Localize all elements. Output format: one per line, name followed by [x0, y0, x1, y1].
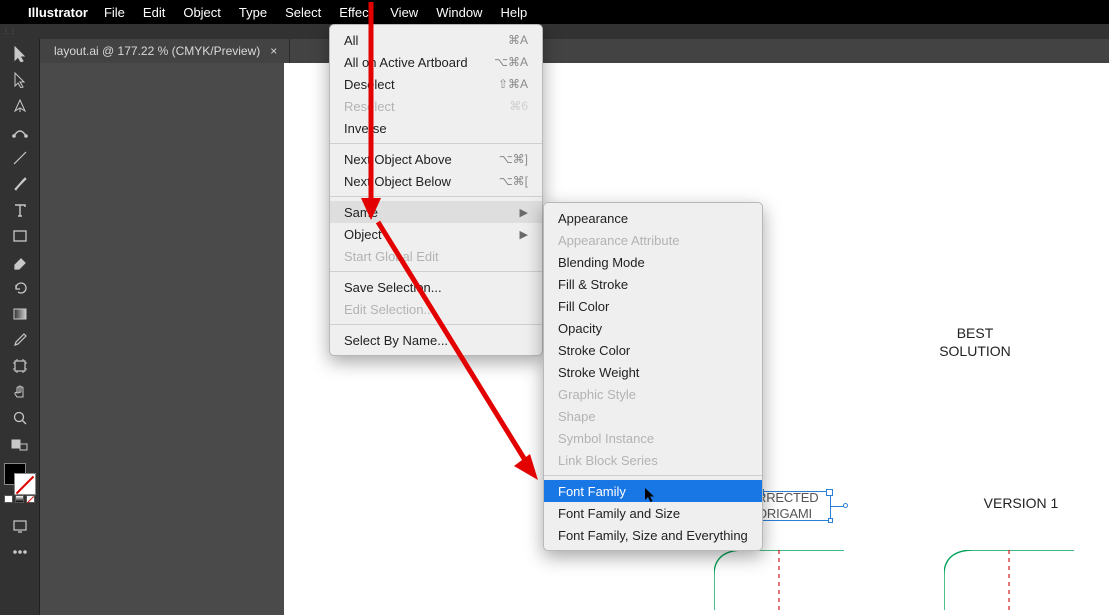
selection-bounding-box[interactable] [759, 491, 831, 521]
select-dropdown-menu: All⌘A All on Active Artboard⌥⌘A Deselect… [329, 24, 543, 356]
document-tab-title: layout.ai @ 177.22 % (CMYK/Preview) [54, 44, 260, 58]
artboard-text-best-solution: BEST SOLUTION [920, 324, 1030, 360]
mouse-cursor-icon [644, 487, 656, 508]
menuitem-symbol-instance: Symbol Instance [544, 427, 762, 449]
menuitem-reselect: Reselect⌘6 [330, 95, 542, 117]
rotate-tool-icon[interactable] [4, 275, 36, 301]
menuitem-shape: Shape [544, 405, 762, 427]
menu-file[interactable]: File [104, 5, 125, 20]
hand-tool-icon[interactable] [4, 379, 36, 405]
menuitem-font-family-size-everything[interactable]: Font Family, Size and Everything [544, 524, 762, 546]
gradient-tool-icon[interactable] [4, 301, 36, 327]
artboard-curve-1 [714, 550, 844, 615]
eyedropper-tool-icon[interactable] [4, 327, 36, 353]
fill-stroke-swap-icon[interactable] [4, 431, 36, 457]
menu-object[interactable]: Object [183, 5, 221, 20]
menu-effect[interactable]: Effect [339, 5, 372, 20]
type-tool-icon[interactable] [4, 197, 36, 223]
line-tool-icon[interactable] [4, 145, 36, 171]
menuitem-graphic-style: Graphic Style [544, 383, 762, 405]
menuitem-save-selection[interactable]: Save Selection... [330, 276, 542, 298]
edit-toolbar-icon[interactable] [4, 539, 36, 565]
curvature-tool-icon[interactable] [4, 119, 36, 145]
color-mode-swatches[interactable] [4, 495, 36, 503]
eraser-tool-icon[interactable] [4, 249, 36, 275]
menuitem-inverse[interactable]: Inverse [330, 117, 542, 139]
menuitem-deselect[interactable]: Deselect⇧⌘A [330, 73, 542, 95]
menuitem-next-object-above[interactable]: Next Object Above⌥⌘] [330, 148, 542, 170]
artboard-curve-2 [944, 550, 1074, 615]
menuitem-next-object-below[interactable]: Next Object Below⌥⌘[ [330, 170, 542, 192]
artboard-text-version-1: VERSION 1 [966, 494, 1076, 512]
menu-view[interactable]: View [390, 5, 418, 20]
document-tab[interactable]: layout.ai @ 177.22 % (CMYK/Preview) × [40, 39, 290, 63]
menuitem-fill-stroke[interactable]: Fill & Stroke [544, 273, 762, 295]
illustrator-control-strip: ⋮⋮ [0, 24, 1109, 39]
zoom-tool-icon[interactable] [4, 405, 36, 431]
menuitem-stroke-color[interactable]: Stroke Color [544, 339, 762, 361]
direct-selection-tool-icon[interactable] [4, 67, 36, 93]
menuitem-object[interactable]: Object▶ [330, 223, 542, 245]
menuitem-opacity[interactable]: Opacity [544, 317, 762, 339]
menuitem-fill-color[interactable]: Fill Color [544, 295, 762, 317]
menu-type[interactable]: Type [239, 5, 267, 20]
artboard-tool-icon[interactable] [4, 353, 36, 379]
paintbrush-tool-icon[interactable] [4, 171, 36, 197]
menuitem-start-global-edit: Start Global Edit [330, 245, 542, 267]
screen-mode-icon[interactable] [4, 513, 36, 539]
menuitem-blending-mode[interactable]: Blending Mode [544, 251, 762, 273]
document-tabbar: layout.ai @ 177.22 % (CMYK/Preview) × [40, 39, 1109, 63]
macos-menubar: Illustrator File Edit Object Type Select… [0, 0, 1109, 24]
menuitem-select-by-name[interactable]: Select By Name... [330, 329, 542, 351]
selection-tool-icon[interactable] [4, 41, 36, 67]
menuitem-link-block-series: Link Block Series [544, 449, 762, 471]
menu-help[interactable]: Help [500, 5, 527, 20]
menuitem-edit-selection: Edit Selection... [330, 298, 542, 320]
menuitem-same[interactable]: Same▶ [330, 201, 542, 223]
fill-stroke-swatches[interactable] [4, 463, 36, 493]
rectangle-tool-icon[interactable] [4, 223, 36, 249]
menuitem-appearance[interactable]: Appearance [544, 207, 762, 229]
menuitem-all[interactable]: All⌘A [330, 29, 542, 51]
menu-window[interactable]: Window [436, 5, 482, 20]
menu-select[interactable]: Select [285, 5, 321, 20]
tools-panel [0, 39, 40, 615]
pen-tool-icon[interactable] [4, 93, 36, 119]
menu-edit[interactable]: Edit [143, 5, 165, 20]
close-icon[interactable]: × [270, 44, 277, 58]
app-name[interactable]: Illustrator [28, 5, 88, 20]
menuitem-all-on-active-artboard[interactable]: All on Active Artboard⌥⌘A [330, 51, 542, 73]
menuitem-stroke-weight[interactable]: Stroke Weight [544, 361, 762, 383]
chevron-right-icon: ▶ [520, 206, 528, 219]
chevron-right-icon: ▶ [520, 228, 528, 241]
menuitem-appearance-attribute: Appearance Attribute [544, 229, 762, 251]
